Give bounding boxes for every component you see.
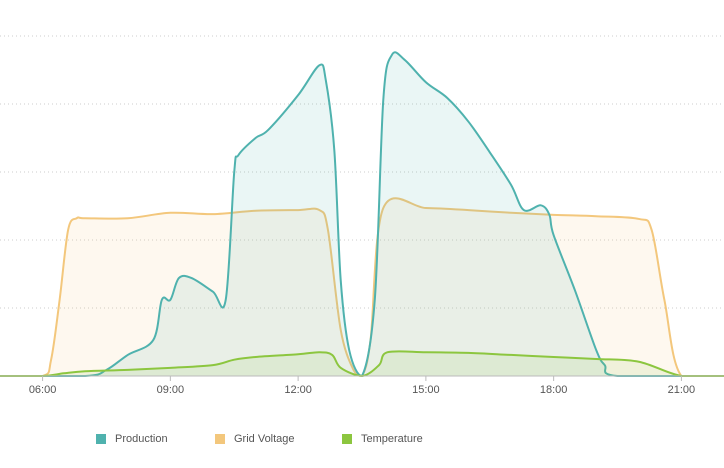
legend-item[interactable]: Grid Voltage xyxy=(215,433,295,445)
area-fill xyxy=(0,198,724,376)
legend-swatch xyxy=(96,434,106,444)
x-tick-label: 15:00 xyxy=(412,384,440,396)
legend-item[interactable]: Production xyxy=(96,433,168,445)
series-line xyxy=(0,51,724,378)
x-tick-label: 06:00 xyxy=(29,384,57,396)
x-tick-label: 12:00 xyxy=(284,384,312,396)
legend-label: Grid Voltage xyxy=(234,433,295,445)
legend-swatch xyxy=(215,434,225,444)
legend-item[interactable]: Temperature xyxy=(342,433,423,445)
area-fill xyxy=(0,52,724,376)
legend-label: Production xyxy=(115,433,168,445)
x-tick-label: 09:00 xyxy=(157,384,185,396)
series-line xyxy=(0,350,724,378)
legend-label: Temperature xyxy=(361,433,423,445)
legend-swatch xyxy=(342,434,352,444)
series-line xyxy=(0,197,724,378)
x-tick-label: 21:00 xyxy=(668,384,696,396)
x-tick-label: 18:00 xyxy=(540,384,568,396)
